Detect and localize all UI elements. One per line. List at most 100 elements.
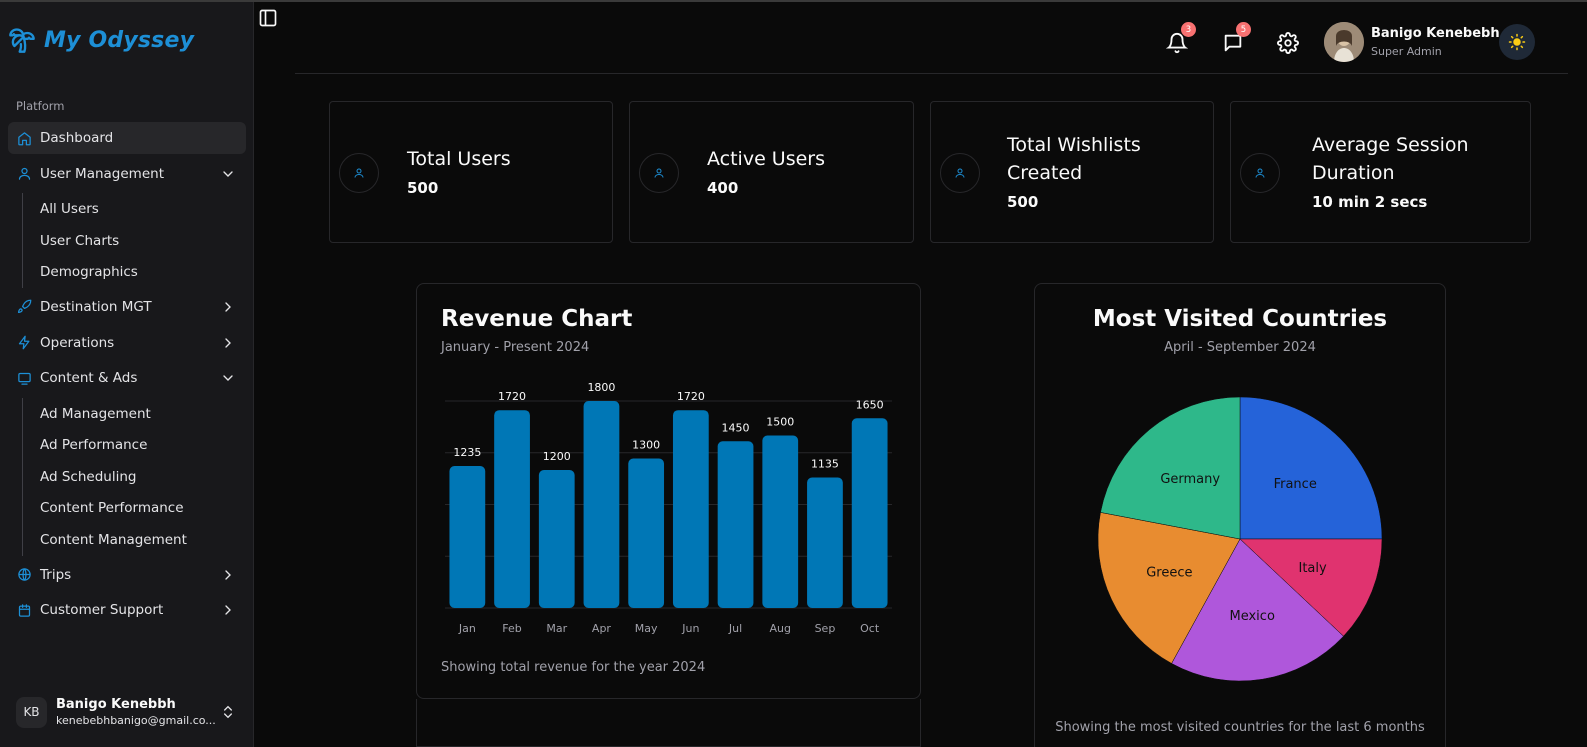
- chevrons-up-down-icon: [220, 704, 236, 720]
- bar-apr[interactable]: [584, 401, 620, 608]
- notifications-button[interactable]: 3: [1166, 32, 1188, 54]
- sidebar-item-content-ads[interactable]: Content & Ads: [8, 362, 246, 394]
- countries-chart-footer: Showing the most visited countries for t…: [1035, 720, 1445, 735]
- home-icon: [16, 130, 32, 146]
- user-management-submenu: All Users User Charts Demographics: [22, 193, 246, 288]
- rocket-icon: [16, 299, 32, 315]
- messages-button[interactable]: 5: [1222, 32, 1244, 54]
- revenue-bar-chart: 1235Jan1720Feb1200Mar1800Apr1300May1720J…: [417, 284, 922, 700]
- stat-label-line-1: Total Wishlists: [1007, 131, 1141, 159]
- sidebar-subitem-content-management[interactable]: Content Management: [40, 524, 246, 556]
- data-label: 1720: [677, 390, 705, 403]
- bar-jun[interactable]: [673, 410, 709, 608]
- sidebar-subitem-ad-scheduling[interactable]: Ad Scheduling: [40, 461, 246, 493]
- header-user-name: Banigo Kenebebh: [1371, 26, 1500, 41]
- user-name: Banigo Kenebbh: [56, 697, 216, 712]
- revenue-chart-card: Revenue Chart January - Present 2024 123…: [416, 283, 921, 699]
- x-tick-label: Aug: [770, 622, 791, 635]
- countries-chart-card: Most Visited Countries April - September…: [1034, 283, 1446, 747]
- stat-label-line-1: Average Session: [1312, 131, 1469, 159]
- sidebar-subitem-all-users[interactable]: All Users: [40, 193, 246, 225]
- bar-aug[interactable]: [762, 436, 798, 609]
- sun-icon: [1508, 33, 1526, 51]
- user-icon: [639, 153, 679, 193]
- sidebar-item-label: User Management: [40, 166, 164, 182]
- sidebar-subitem-user-charts[interactable]: User Charts: [40, 225, 246, 257]
- stat-label: Total Users: [407, 145, 511, 173]
- x-tick-label: Mar: [546, 622, 567, 635]
- notification-count-badge: 3: [1181, 22, 1196, 37]
- sidebar-item-user-management[interactable]: User Management: [8, 158, 246, 190]
- pie-slice-france[interactable]: [1240, 397, 1382, 539]
- sidebar-item-customer-support[interactable]: Customer Support: [8, 594, 246, 626]
- sidebar-item-label: Operations: [40, 335, 114, 351]
- sidebar-toggle-icon[interactable]: [258, 8, 278, 28]
- lower-card-edge: [416, 699, 921, 747]
- gear-icon: [1277, 32, 1299, 54]
- chevron-right-icon[interactable]: [220, 602, 236, 618]
- chevron-down-icon[interactable]: [220, 166, 236, 182]
- avatar: KB: [16, 697, 47, 728]
- bar-mar[interactable]: [539, 470, 575, 608]
- data-label: 1650: [856, 398, 884, 411]
- chevron-down-icon[interactable]: [220, 370, 236, 386]
- stat-card-active-users: Active Users 400: [629, 101, 914, 243]
- stat-label: Active Users: [707, 145, 825, 173]
- data-label: 1135: [811, 457, 839, 470]
- pie-label: France: [1274, 477, 1317, 492]
- pie-label: Germany: [1160, 472, 1220, 487]
- sidebar-item-trips[interactable]: Trips: [8, 559, 246, 591]
- bar-sep[interactable]: [807, 477, 843, 608]
- sidebar-nav: Dashboard User Management All Users User…: [8, 122, 246, 630]
- header-divider: [295, 73, 1568, 74]
- stat-card-average-session: Average Session Duration 10 min 2 secs: [1230, 101, 1531, 243]
- data-label: 1800: [587, 381, 615, 394]
- palm-tree-icon: [8, 26, 36, 54]
- bar-jan[interactable]: [449, 466, 485, 608]
- globe-icon: [16, 567, 32, 583]
- stat-value: 500: [1007, 193, 1038, 211]
- theme-toggle-button[interactable]: [1499, 24, 1535, 60]
- chevron-right-icon[interactable]: [220, 567, 236, 583]
- stat-label-line-2: Created: [1007, 159, 1082, 187]
- sidebar-subitem-ad-management[interactable]: Ad Management: [40, 398, 246, 430]
- user-icon: [1240, 153, 1280, 193]
- app-title: My Odyssey: [44, 28, 194, 53]
- sidebar-item-dashboard[interactable]: Dashboard: [8, 122, 246, 154]
- sidebar-subitem-ad-performance[interactable]: Ad Performance: [40, 429, 246, 461]
- pie-label: Greece: [1146, 565, 1192, 580]
- sidebar-user-menu[interactable]: KB Banigo Kenebbh kenebebhbanigo@gmail.c…: [16, 692, 242, 732]
- settings-button[interactable]: [1277, 32, 1299, 54]
- bar-jul[interactable]: [718, 441, 754, 608]
- x-tick-label: Feb: [502, 622, 521, 635]
- x-tick-label: Jan: [458, 622, 476, 635]
- x-tick-label: Sep: [815, 622, 836, 635]
- sidebar-item-operations[interactable]: Operations: [8, 327, 246, 359]
- user-icon: [16, 166, 32, 182]
- x-tick-label: Jul: [728, 622, 742, 635]
- x-tick-label: Apr: [592, 622, 612, 635]
- sidebar-subitem-demographics[interactable]: Demographics: [40, 256, 246, 288]
- pie-label: Mexico: [1230, 609, 1275, 624]
- header-user-role: Super Admin: [1371, 45, 1442, 58]
- monitor-icon: [16, 370, 32, 386]
- sidebar-item-destination-mgt[interactable]: Destination MGT: [8, 291, 246, 323]
- bar-may[interactable]: [628, 459, 664, 609]
- sidebar: My Odyssey Platform Dashboard User Manag…: [0, 2, 254, 747]
- profile-avatar[interactable]: [1324, 22, 1364, 62]
- stat-value: 500: [407, 179, 438, 197]
- content-ads-submenu: Ad Management Ad Performance Ad Scheduli…: [22, 398, 246, 556]
- bar-oct[interactable]: [852, 418, 888, 608]
- calendar-icon: [16, 602, 32, 618]
- data-label: 1720: [498, 390, 526, 403]
- sidebar-subitem-content-performance[interactable]: Content Performance: [40, 493, 246, 525]
- bar-feb[interactable]: [494, 410, 530, 608]
- chevron-right-icon[interactable]: [220, 299, 236, 315]
- app-logo[interactable]: My Odyssey: [8, 26, 194, 54]
- zap-icon: [16, 335, 32, 351]
- stat-value: 10 min 2 secs: [1312, 193, 1427, 211]
- data-label: 1235: [453, 446, 481, 459]
- data-label: 1200: [543, 450, 571, 463]
- chevron-right-icon[interactable]: [220, 335, 236, 351]
- profile-photo: [1324, 22, 1364, 62]
